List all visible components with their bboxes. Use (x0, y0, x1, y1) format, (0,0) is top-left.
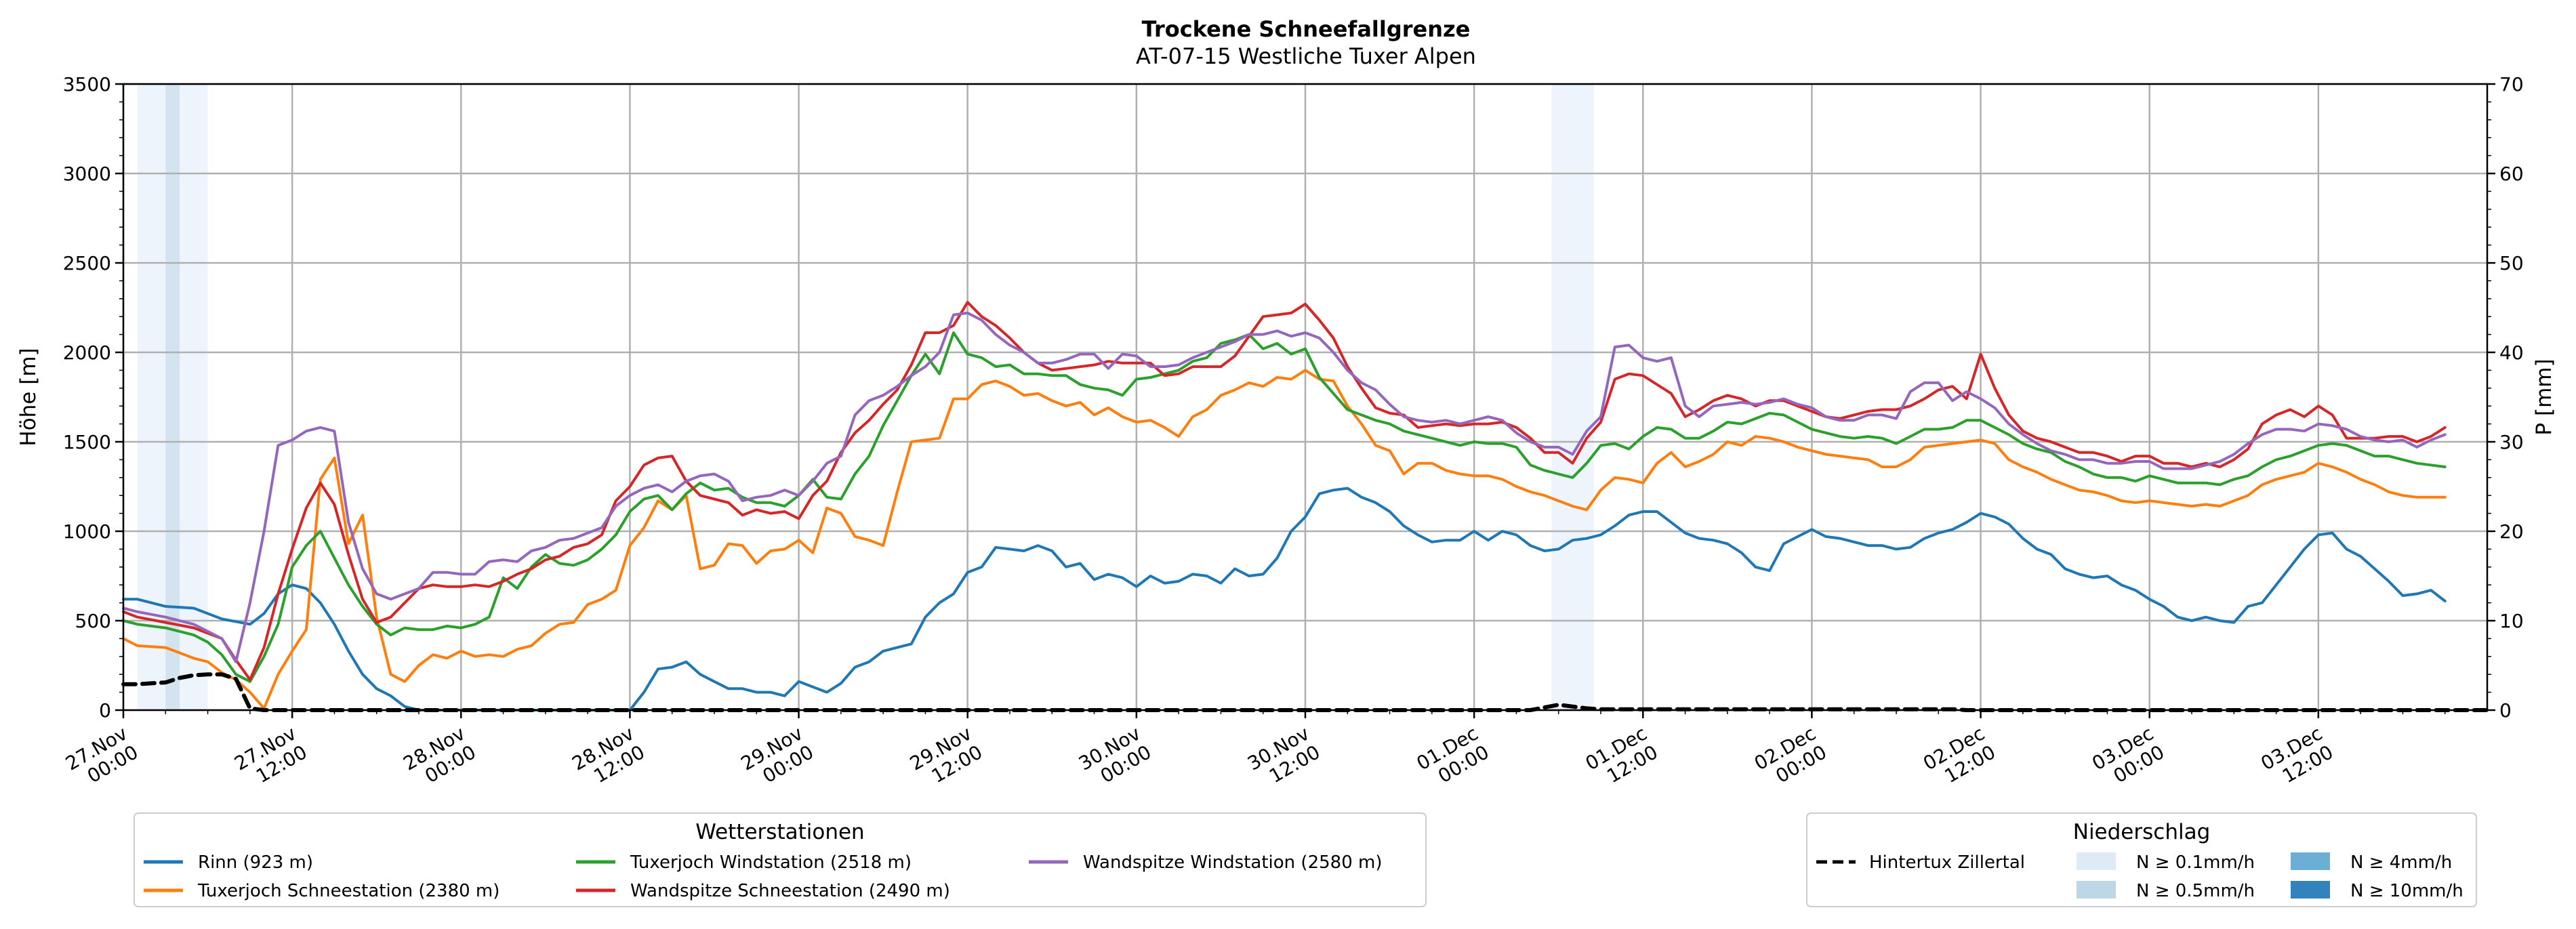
chart-subtitle: AT-07-15 Westliche Tuxer Alpen (1136, 43, 1476, 69)
legend-label-4: Wandspitze Windstation (2580 m) (1083, 852, 1382, 873)
precip-level-swatch-1 (2077, 881, 2116, 899)
precip-level-label-3: N ≥ 10mm/h (2350, 881, 2463, 901)
y2-tick-label: 20 (2499, 520, 2524, 543)
legend-label-2: Tuxerjoch Windstation (2518 m) (630, 852, 912, 873)
y-tick-label: 1000 (63, 520, 111, 543)
y2-tick-label: 70 (2499, 73, 2524, 96)
precip-level-swatch-3 (2291, 881, 2330, 899)
legend-label-0: Rinn (923 m) (198, 852, 313, 873)
precip-level-swatch-0 (2077, 852, 2116, 870)
x-tick-label: 03.Dec12:00 (2257, 722, 2337, 793)
y-axis-title: Höhe [m] (16, 348, 41, 446)
series-line-2 (122, 331, 2447, 683)
legend-stations-title: Wetterstationen (695, 820, 864, 844)
legend-precip-levels: N ≥ 0.1mm/h N ≥ 0.5mm/h N ≥ 4mm/h N ≥ 10mm/… (2077, 852, 2463, 901)
y2-axis-title: P [mm] (2532, 358, 2556, 435)
series-lines (121, 301, 2489, 712)
legend-stations-entries: Rinn (923 m) Tuxerjoch Schneestation (238… (144, 852, 1382, 901)
precip-band-1 (165, 84, 180, 710)
precip-level-label-1: N ≥ 0.5mm/h (2136, 881, 2255, 901)
legend-precip-line-label: Hintertux Zillertal (1869, 852, 2025, 873)
precip-level-label-2: N ≥ 4mm/h (2350, 852, 2452, 873)
precip-band-2 (1551, 84, 1594, 710)
legend-stations-box (134, 812, 1427, 907)
y-tick-label: 500 (75, 610, 111, 632)
y2-tick-label: 10 (2499, 610, 2524, 632)
y2-tick-label: 50 (2499, 252, 2524, 274)
y-tick-label: 2500 (63, 252, 111, 274)
y-tick-label: 0 (99, 699, 111, 722)
series-line-5 (121, 672, 2489, 712)
y2-tick-label: 60 (2499, 163, 2524, 185)
legend-stations: Wetterstationen Rinn (923 m) Tuxerjoch Sc… (134, 812, 1427, 907)
grid-lines (122, 83, 2487, 711)
legend-precip: Niederschlag Hintertux Zillertal N ≥ 0.1… (1806, 812, 2477, 907)
y-tick-label: 3500 (63, 73, 111, 96)
legend-label-3: Wandspitze Schneestation (2490 m) (630, 881, 950, 901)
precip-level-label-0: N ≥ 0.1mm/h (2136, 852, 2255, 873)
series-line-1 (122, 369, 2447, 710)
y2-tick-label: 30 (2499, 431, 2524, 453)
series-line-3 (122, 301, 2447, 682)
right-y-tick-labels: 0 10 20 30 40 50 60 70 (2499, 73, 2524, 722)
left-y-tick-labels: 0 500 1000 1500 2000 2500 3000 3500 (63, 73, 111, 722)
precip-level-swatch-2 (2291, 852, 2330, 870)
y2-tick-label: 0 (2499, 699, 2512, 722)
chart-title: Trockene Schneefallgrenze (1142, 16, 1471, 42)
y-tick-label: 2000 (63, 342, 111, 364)
series-line-4 (122, 311, 2447, 663)
series-line-0 (122, 487, 2447, 711)
axis-ticks (115, 83, 2495, 718)
legend-label-1: Tuxerjoch Schneestation (2380 m) (197, 881, 499, 901)
legend-precip-title: Niederschlag (2073, 820, 2211, 844)
y-tick-label: 3000 (63, 163, 111, 185)
y2-tick-label: 40 (2499, 342, 2524, 364)
y-tick-label: 1500 (63, 431, 111, 453)
